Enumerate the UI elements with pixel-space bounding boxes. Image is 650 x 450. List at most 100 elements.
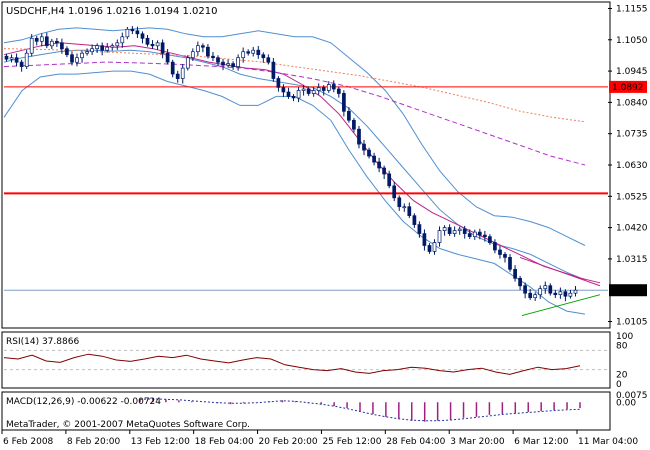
candle-body	[170, 61, 175, 75]
candle-body	[180, 67, 185, 79]
candle-body	[60, 42, 64, 50]
candle-body	[196, 45, 200, 53]
candlesticks	[4, 26, 578, 302]
candle-body	[477, 231, 482, 236]
time-tick-label: 6 Mar 12:00	[514, 437, 569, 447]
ma-slow-dotted	[3, 48, 586, 123]
ma-slow-dashed	[3, 61, 586, 166]
rsi-panel-frame	[1, 331, 611, 389]
candle-body	[155, 42, 160, 47]
bollinger-upper	[3, 27, 586, 246]
time-tick-label: 3 Mar 20:00	[450, 437, 505, 447]
candle-body	[377, 161, 381, 169]
candle-body	[130, 28, 135, 32]
candle-body	[49, 40, 54, 47]
candle-body	[503, 254, 507, 258]
macd-panel-frame	[1, 391, 611, 431]
candle-body	[140, 33, 145, 39]
candle-body	[543, 285, 548, 290]
candle-body	[347, 110, 351, 121]
candle-body	[44, 36, 49, 47]
rsi-tick-label: 20	[616, 370, 628, 380]
candle-body	[533, 294, 538, 299]
candle-body	[326, 84, 331, 91]
candle-body	[422, 233, 427, 246]
candle-body	[90, 48, 94, 53]
candle-body	[216, 57, 220, 63]
time-tick-label: 11 Mar 04:00	[578, 437, 638, 447]
candle-body	[447, 227, 452, 234]
candle-body	[65, 48, 69, 56]
candle-body	[336, 88, 341, 94]
candle-body	[452, 230, 457, 234]
time-tick-label: 25 Feb 12:00	[322, 437, 381, 447]
candle-body	[185, 57, 190, 69]
candle-body	[246, 51, 251, 54]
price-axis: 1.1155 1.1050 1.0945 1.0840 1.0735 1.0630 1.05…	[608, 4, 648, 328]
candle-body	[352, 119, 356, 130]
candle-body	[488, 236, 492, 243]
macd-signal-line	[139, 398, 581, 422]
candle-body	[462, 228, 467, 234]
candle-body	[241, 51, 246, 59]
candle-body	[165, 52, 170, 63]
rsi-line	[3, 353, 581, 375]
candle-body	[226, 63, 230, 66]
candle-body	[498, 249, 502, 255]
trendline-upper	[519, 256, 601, 287]
candle-body	[331, 84, 336, 90]
candle-body	[513, 269, 517, 279]
candle-body	[70, 54, 74, 63]
candle-body	[563, 291, 568, 297]
candle-body	[291, 96, 296, 99]
candle-body	[266, 57, 271, 63]
rsi-tick-label: 0	[616, 380, 622, 390]
candle-body	[553, 292, 558, 296]
candle-body	[417, 224, 422, 234]
candle-body	[427, 245, 432, 252]
rsi-tick-label: 100	[616, 332, 633, 342]
candle-body	[251, 49, 256, 54]
time-axis: 6 Feb 2008 8 Feb 20:00 13 Feb 12:00 18 Feb …	[1, 430, 638, 447]
candle-body	[276, 78, 281, 88]
candle-body	[472, 231, 477, 237]
candle-body	[548, 285, 553, 294]
candle-body	[29, 37, 34, 54]
candle-body	[437, 230, 442, 243]
main-panel-frame	[1, 1, 611, 329]
candle-body	[19, 61, 24, 67]
price-tick-label: 1.1050	[616, 36, 648, 46]
time-tick-label: 13 Feb 12:00	[131, 437, 190, 447]
candle-body	[518, 277, 522, 287]
candle-body	[95, 45, 99, 50]
candle-body	[281, 87, 286, 93]
candle-body	[311, 90, 316, 94]
candle-body	[402, 206, 407, 209]
candle-body	[105, 46, 110, 51]
candle-body	[442, 227, 447, 231]
candle-body	[467, 233, 472, 237]
candle-body	[9, 57, 14, 60]
candle-body	[357, 128, 361, 145]
candle-body	[261, 54, 266, 59]
candle-body	[407, 206, 412, 216]
chart-header-ohlc: 1.0196 1.0216 1.0194 1.0210	[68, 6, 218, 17]
candle-body	[150, 43, 155, 47]
candle-body	[201, 45, 205, 48]
candle-body	[24, 52, 29, 67]
candle-body	[206, 46, 210, 57]
candle-body	[296, 90, 301, 99]
rsi-label: RSI(14) 37.8866	[6, 337, 79, 347]
time-tick-label: 18 Feb 04:00	[195, 437, 254, 447]
candle-body	[372, 155, 376, 163]
candle-body	[362, 143, 366, 151]
candle-body	[568, 292, 573, 297]
price-tick-label: 1.0420	[616, 224, 648, 234]
price-tick-label: 1.1155	[616, 4, 648, 14]
candle-body	[432, 242, 437, 252]
candle-body	[321, 87, 326, 91]
time-tick-label: 20 Feb 20:00	[259, 437, 318, 447]
candle-body	[80, 52, 84, 59]
